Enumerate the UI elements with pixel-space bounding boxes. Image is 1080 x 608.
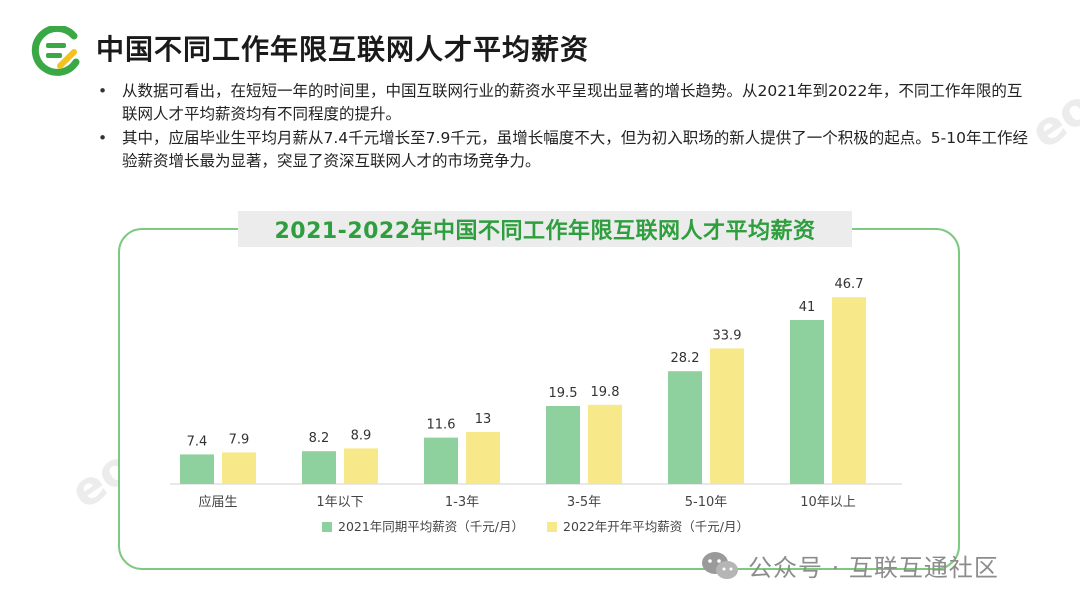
data-label: 11.6: [427, 418, 456, 433]
data-label: 7.4: [187, 434, 208, 449]
footer: 公众号 · 互联互通社区: [700, 548, 999, 583]
page-title: 中国不同工作年限互联网人才平均薪资: [96, 33, 590, 66]
data-label: 19.5: [549, 386, 578, 401]
bar: [180, 454, 214, 484]
x-tick-label: 1年以下: [316, 495, 363, 510]
bar: [668, 371, 702, 484]
data-label: 19.8: [591, 385, 620, 400]
bar: [302, 451, 336, 484]
bar: [832, 297, 866, 484]
bullet-item: 其中，应届毕业生平均月薪从7.4千元增长至7.9千元，虽增长幅度不大，但为初入职…: [96, 127, 1036, 173]
x-tick-label: 5-10年: [685, 495, 728, 510]
data-label: 46.7: [835, 277, 864, 292]
data-label: 7.9: [229, 432, 250, 447]
bar: [466, 432, 500, 484]
x-tick-label: 应届生: [198, 494, 237, 510]
x-tick-label: 1-3年: [445, 495, 479, 510]
legend-swatch: [322, 522, 332, 532]
legend-label: 2021年同期平均薪资（千元/月）: [338, 519, 524, 534]
bullet-item: 从数据可看出，在短短一年的时间里，中国互联网行业的薪资水平呈现出显著的增长趋势。…: [96, 80, 1036, 126]
bullet-list: 从数据可看出，在短短一年的时间里，中国互联网行业的薪资水平呈现出显著的增长趋势。…: [96, 80, 1036, 174]
chart-title: 2021-2022年中国不同工作年限互联网人才平均薪资: [274, 219, 816, 244]
wechat-icon: [702, 551, 738, 579]
data-label: 13: [475, 412, 492, 427]
data-label: 33.9: [713, 328, 742, 343]
bar: [710, 348, 744, 484]
legend-swatch: [547, 522, 557, 532]
company-logo-icon: [31, 26, 80, 76]
bar: [790, 320, 824, 484]
data-label: 41: [799, 300, 816, 315]
bar: [588, 404, 622, 484]
bar: [546, 406, 580, 484]
data-label: 8.2: [309, 431, 330, 446]
legend-label: 2022年开年平均薪资（千元/月）: [563, 519, 749, 534]
bar: [424, 437, 458, 484]
data-label: 8.9: [351, 428, 372, 443]
bar: [222, 452, 256, 484]
x-tick-label: 3-5年: [567, 495, 601, 510]
x-tick-label: 10年以上: [800, 495, 856, 510]
footer-text: 公众号 · 互联互通社区: [748, 554, 999, 582]
bar: [344, 448, 378, 484]
chart-title-box: 2021-2022年中国不同工作年限互联网人才平均薪资: [238, 211, 852, 247]
data-label: 28.2: [671, 351, 700, 366]
